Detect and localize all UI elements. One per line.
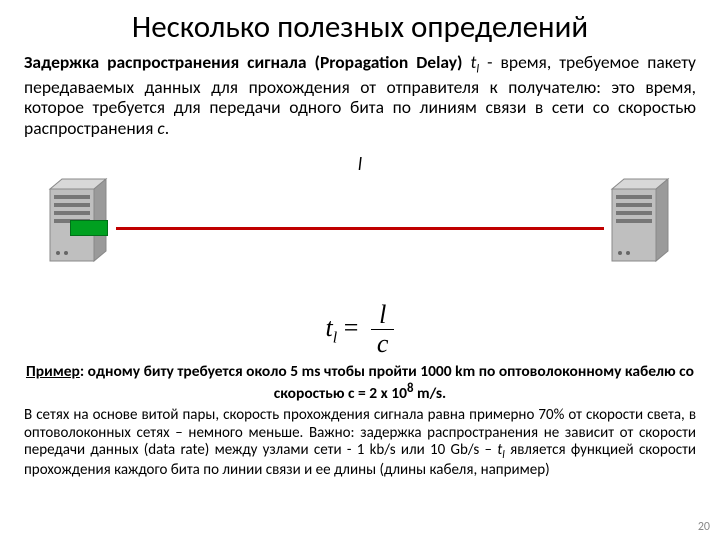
example-text-2: = 2 x 10 (355, 384, 407, 403)
footnote-paragraph: В сетях на основе витой пары, скорость п… (24, 407, 696, 478)
server-right-icon (606, 175, 676, 270)
formula-eq: = (337, 313, 365, 342)
formula-den: c (371, 330, 395, 359)
length-label: l (358, 153, 362, 175)
formula-t: t (326, 313, 333, 342)
formula-fraction: lc (371, 301, 395, 359)
diagram: l (24, 145, 696, 305)
definition-paragraph: Задержка распространения сигнала (Propag… (24, 52, 696, 139)
packet-icon (70, 220, 108, 236)
link-line (116, 227, 604, 230)
slide: Несколько полезных определений Задержка … (0, 0, 720, 540)
page-number: 20 (698, 520, 710, 534)
slide-title: Несколько полезных определений (24, 8, 696, 46)
example-paragraph: Пример: одному биту требуется около 5 ms… (24, 363, 696, 404)
formula: t l = lc (24, 301, 696, 359)
def-var-c: c (157, 117, 164, 139)
example-label: Пример (26, 362, 80, 381)
example-text-3: m/s. (414, 384, 447, 403)
formula-num: l (371, 301, 395, 331)
def-text-3: . (165, 117, 169, 139)
term-bold: Задержка распространения сигнала (Propag… (24, 51, 462, 73)
